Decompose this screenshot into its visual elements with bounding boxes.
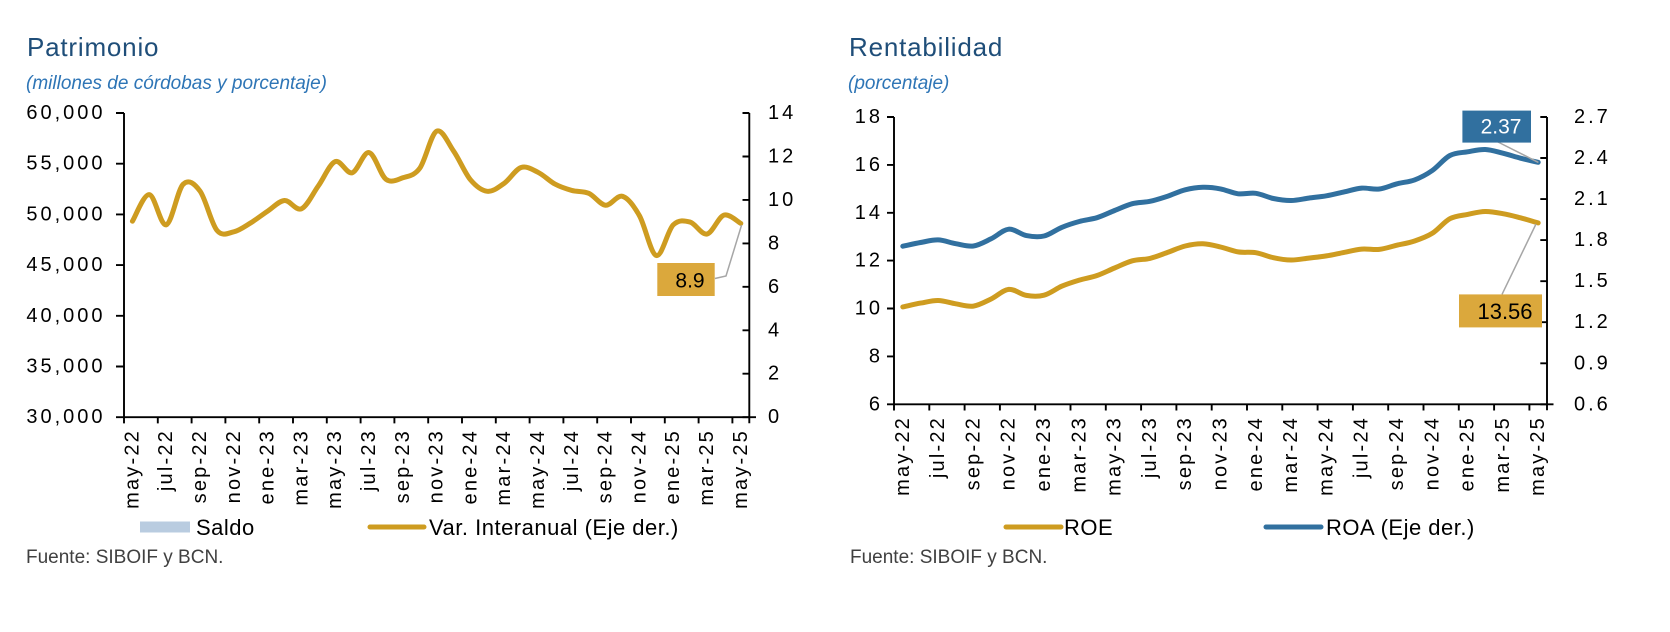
svg-text:jul-23: jul-23 bbox=[1139, 416, 1161, 479]
svg-text:4: 4 bbox=[768, 319, 782, 341]
svg-text:jul-22: jul-22 bbox=[927, 416, 949, 479]
svg-text:40,000: 40,000 bbox=[26, 305, 105, 327]
svg-text:35,000: 35,000 bbox=[26, 356, 105, 378]
svg-text:nov-22: nov-22 bbox=[223, 429, 245, 503]
svg-text:may-22: may-22 bbox=[892, 416, 914, 496]
svg-text:0: 0 bbox=[768, 406, 782, 428]
svg-text:13.56: 13.56 bbox=[1477, 299, 1532, 324]
svg-text:Var. Interanual (Eje der.): Var. Interanual (Eje der.) bbox=[429, 515, 679, 540]
svg-text:16: 16 bbox=[855, 154, 883, 176]
svg-text:12: 12 bbox=[855, 250, 883, 272]
svg-text:18: 18 bbox=[855, 106, 883, 128]
svg-text:50,000: 50,000 bbox=[26, 203, 105, 225]
svg-text:6: 6 bbox=[768, 276, 782, 298]
svg-text:14: 14 bbox=[855, 202, 883, 224]
svg-text:mar-23: mar-23 bbox=[1068, 416, 1090, 493]
svg-text:may-25: may-25 bbox=[730, 429, 752, 509]
svg-text:jul-22: jul-22 bbox=[155, 429, 177, 492]
svg-text:(millones de córdobas y porcen: (millones de córdobas y porcentaje) bbox=[26, 73, 327, 94]
svg-text:14: 14 bbox=[768, 102, 796, 124]
svg-text:sep-23: sep-23 bbox=[1174, 416, 1196, 490]
svg-text:jul-24: jul-24 bbox=[561, 429, 583, 492]
svg-text:may-22: may-22 bbox=[121, 429, 143, 509]
svg-text:1.8: 1.8 bbox=[1574, 229, 1611, 251]
svg-text:2.4: 2.4 bbox=[1574, 147, 1611, 169]
svg-text:2.37: 2.37 bbox=[1481, 116, 1522, 139]
svg-text:ROE: ROE bbox=[1064, 515, 1113, 540]
svg-text:Fuente: SIBOIF y BCN.: Fuente: SIBOIF y BCN. bbox=[850, 547, 1047, 568]
svg-text:ene-25: ene-25 bbox=[1457, 416, 1479, 491]
svg-text:may-23: may-23 bbox=[324, 429, 346, 509]
svg-text:Saldo: Saldo bbox=[196, 515, 255, 540]
svg-text:45,000: 45,000 bbox=[26, 254, 105, 276]
svg-text:nov-23: nov-23 bbox=[426, 429, 448, 503]
svg-text:8: 8 bbox=[768, 232, 782, 254]
svg-text:ene-24: ene-24 bbox=[459, 429, 481, 504]
svg-text:may-23: may-23 bbox=[1104, 416, 1126, 496]
svg-text:ene-25: ene-25 bbox=[662, 429, 684, 504]
svg-text:sep-24: sep-24 bbox=[595, 429, 617, 503]
svg-text:mar-24: mar-24 bbox=[493, 429, 515, 506]
svg-text:jul-23: jul-23 bbox=[358, 429, 380, 492]
svg-text:1.5: 1.5 bbox=[1574, 270, 1611, 292]
svg-text:mar-23: mar-23 bbox=[290, 429, 312, 506]
svg-text:8.9: 8.9 bbox=[675, 270, 704, 293]
svg-text:6: 6 bbox=[869, 393, 883, 415]
svg-text:10: 10 bbox=[855, 298, 883, 320]
svg-text:2.7: 2.7 bbox=[1574, 106, 1611, 128]
svg-text:10: 10 bbox=[768, 189, 796, 211]
svg-text:1.2: 1.2 bbox=[1574, 311, 1611, 333]
svg-text:ene-24: ene-24 bbox=[1245, 416, 1267, 491]
svg-text:nov-24: nov-24 bbox=[1421, 416, 1443, 490]
svg-text:nov-24: nov-24 bbox=[628, 429, 650, 503]
svg-text:0.6: 0.6 bbox=[1574, 393, 1611, 415]
svg-text:may-24: may-24 bbox=[527, 429, 549, 509]
svg-text:Patrimonio: Patrimonio bbox=[27, 32, 159, 62]
svg-text:nov-23: nov-23 bbox=[1210, 416, 1232, 490]
svg-text:ene-23: ene-23 bbox=[1033, 416, 1055, 491]
svg-text:nov-22: nov-22 bbox=[998, 416, 1020, 490]
svg-text:sep-22: sep-22 bbox=[189, 429, 211, 503]
svg-text:may-24: may-24 bbox=[1315, 416, 1337, 496]
svg-text:mar-25: mar-25 bbox=[1492, 416, 1514, 493]
svg-text:8: 8 bbox=[869, 345, 883, 367]
svg-text:2: 2 bbox=[768, 363, 782, 385]
svg-text:30,000: 30,000 bbox=[26, 406, 105, 428]
svg-text:2.1: 2.1 bbox=[1574, 188, 1611, 210]
svg-text:Fuente: SIBOIF y BCN.: Fuente: SIBOIF y BCN. bbox=[26, 547, 223, 568]
svg-text:mar-24: mar-24 bbox=[1280, 416, 1302, 493]
svg-text:Rentabilidad: Rentabilidad bbox=[849, 32, 1003, 62]
svg-text:12: 12 bbox=[768, 146, 796, 168]
svg-text:(porcentaje): (porcentaje) bbox=[848, 73, 949, 94]
svg-text:sep-22: sep-22 bbox=[962, 416, 984, 490]
svg-text:55,000: 55,000 bbox=[26, 153, 105, 175]
svg-text:sep-23: sep-23 bbox=[392, 429, 414, 503]
svg-text:mar-25: mar-25 bbox=[696, 429, 718, 506]
svg-text:0.9: 0.9 bbox=[1574, 352, 1611, 374]
svg-text:jul-24: jul-24 bbox=[1351, 416, 1373, 479]
svg-text:may-25: may-25 bbox=[1527, 416, 1549, 496]
svg-text:sep-24: sep-24 bbox=[1386, 416, 1408, 490]
svg-text:60,000: 60,000 bbox=[26, 102, 105, 124]
svg-text:ROA (Eje der.): ROA (Eje der.) bbox=[1326, 515, 1475, 540]
svg-text:ene-23: ene-23 bbox=[257, 429, 279, 504]
